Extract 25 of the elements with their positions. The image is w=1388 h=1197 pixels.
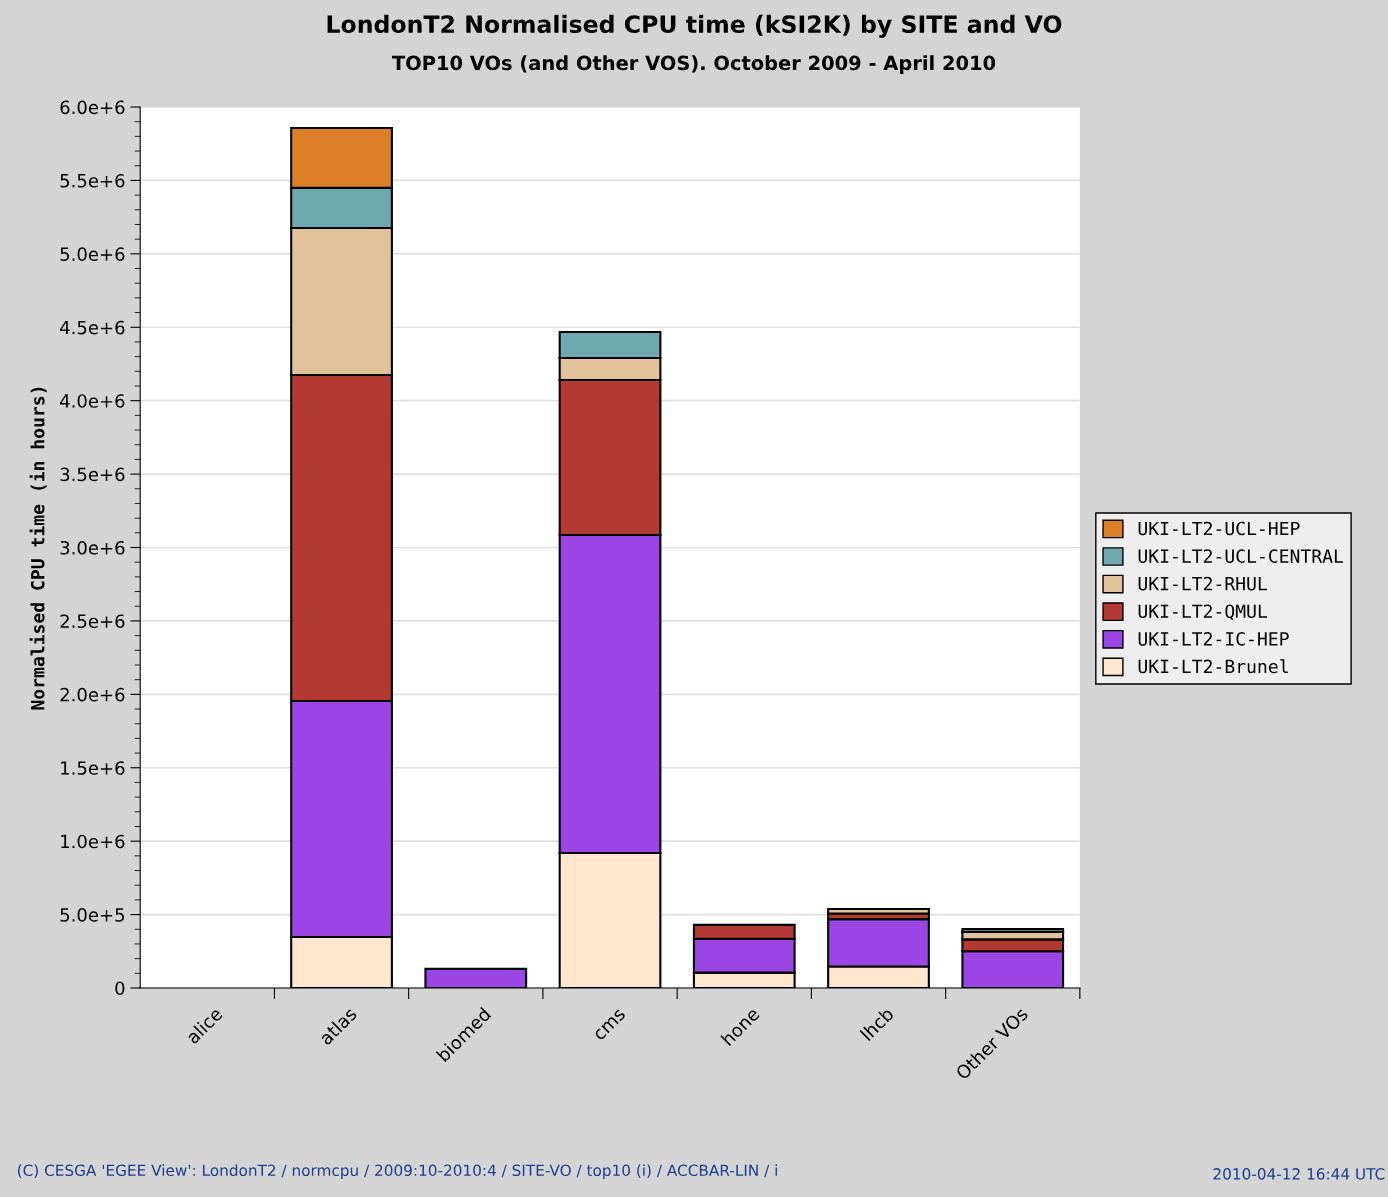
text: 2010-04-12 16:44 UTC	[1213, 1168, 1385, 1180]
legend-label: UKI-LT2-IC-HEP	[1138, 632, 1289, 646]
y-tick-label: 1.5e+6	[61, 761, 125, 775]
chart-title: LondonT2 Normalised CPU time (kSI2K) by SITE and VO	[327, 14, 1062, 38]
y-tick-label: 4.0e+6	[60, 394, 125, 408]
y-tick-label: 6.0e+6	[60, 100, 125, 115]
y-tick-label: 5.0e+5	[60, 908, 125, 922]
y-tick-label: 2.0e+6	[60, 687, 125, 702]
y-tick-label: 1.0e+6	[61, 834, 125, 849]
legend-label: UKI-LT2-UCL-HEP	[1138, 521, 1300, 536]
y-axis-title: Normalised CPU time (in hours)	[29, 387, 47, 710]
legend-label: UKI-LT2-RHUL	[1138, 576, 1267, 591]
text: (C) CESGA 'EGEE View': LondonT2 / normcpu / 2009:10-2010:4 / SITE-VO / top10 (i) / ACCBAR-LIN / i	[17, 1164, 777, 1180]
legend-label: UKI-LT2-Brunel	[1138, 659, 1288, 674]
y-tick-label: 2.5e+6	[60, 614, 125, 629]
y-tick-label: 0	[115, 981, 125, 996]
y-tick-label: 4.5e+6	[60, 320, 125, 335]
chart-subtitle: TOP10 VOs (and Other VOS). October 2009 - April 2010	[392, 55, 996, 75]
y-tick-label: 5.0e+6	[60, 247, 125, 261]
x-tick-label: cms	[593, 1008, 626, 1041]
legend-label: UKI-LT2-UCL-CENTRAL	[1138, 549, 1344, 563]
legend-label: UKI-LT2-QMUL	[1138, 604, 1267, 621]
y-tick-label: 3.0e+6	[60, 540, 125, 555]
y-tick-label: 3.5e+6	[60, 467, 125, 482]
y-tick-label: 5.5e+6	[60, 173, 125, 188]
